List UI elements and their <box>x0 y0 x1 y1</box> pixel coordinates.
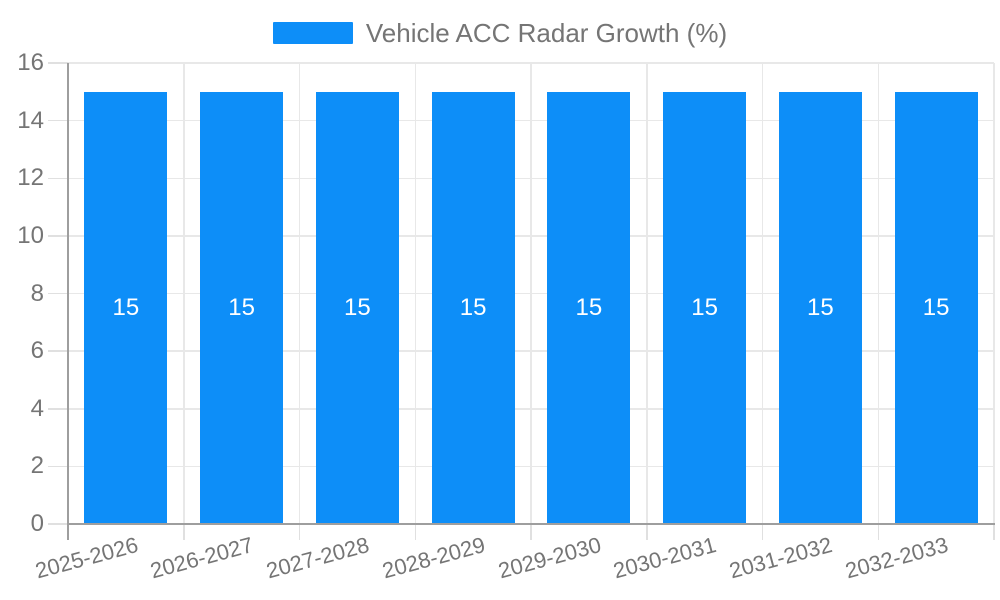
x-axis-tick <box>530 524 532 540</box>
x-axis-line <box>67 523 995 525</box>
gridline-vertical <box>530 63 532 524</box>
gridline-vertical <box>993 63 995 524</box>
y-tick-label-text: 10 <box>17 221 44 249</box>
y-tick-label-text: 14 <box>17 106 44 134</box>
x-axis-tick <box>877 524 879 540</box>
x-tick-label: 2026-2027 <box>148 532 256 584</box>
y-tick-label-text: 6 <box>30 337 44 365</box>
bar[interactable]: 15 <box>84 91 168 524</box>
y-tick-label-text: 16 <box>17 49 44 76</box>
y-tick-label: 10 <box>0 221 44 251</box>
y-tick-label: 2 <box>0 451 44 481</box>
x-tick-label-text: 2030-2031 <box>610 532 720 584</box>
bar-value-label: 15 <box>228 293 255 321</box>
y-tick-label: 16 <box>0 48 44 78</box>
y-tick-label: 12 <box>0 163 44 193</box>
x-tick-label-text: 2025-2026 <box>32 532 141 584</box>
x-tick-label: 2032-2033 <box>842 532 950 584</box>
x-tick-label-text: 2032-2033 <box>842 532 951 584</box>
bar-value-label: 15 <box>575 293 603 321</box>
y-axis-tick <box>48 408 68 410</box>
x-axis-tick <box>414 524 416 540</box>
x-tick-label: 2028-2029 <box>379 532 487 584</box>
x-axis-tick <box>646 524 648 540</box>
gridline-vertical <box>646 63 648 524</box>
bar[interactable]: 15 <box>547 91 631 524</box>
y-axis-tick <box>48 119 68 122</box>
y-axis-tick <box>48 350 68 352</box>
x-tick-label-text: 2027-2028 <box>263 532 372 584</box>
y-axis-tick <box>48 292 68 295</box>
x-tick-label-text: 2026-2027 <box>147 532 257 584</box>
y-tick-label-text: 2 <box>30 452 44 480</box>
x-tick-label-text: 2031-2032 <box>726 532 835 584</box>
y-tick-label: 8 <box>0 279 44 309</box>
y-axis-tick <box>48 177 68 179</box>
y-tick-label: 6 <box>0 336 44 366</box>
y-tick-label: 0 <box>0 509 44 539</box>
y-tick-label-text: 0 <box>30 510 44 537</box>
y-axis-tick <box>48 62 68 64</box>
gridline-vertical <box>414 63 416 524</box>
x-tick-label: 2031-2032 <box>727 532 835 584</box>
bar-value-label: 15 <box>807 293 834 321</box>
bar-value-label: 15 <box>344 293 371 321</box>
x-axis-tick <box>183 524 185 540</box>
x-tick-label: 2025-2026 <box>32 532 140 584</box>
bar[interactable]: 15 <box>431 91 515 524</box>
gridline-vertical <box>877 63 879 524</box>
y-tick-label-text: 8 <box>30 279 44 307</box>
y-tick-label-text: 4 <box>30 394 44 422</box>
bar-value-label: 15 <box>112 293 140 321</box>
y-axis-tick <box>48 235 68 237</box>
bar[interactable]: 15 <box>894 91 978 524</box>
y-tick-label-text: 12 <box>17 164 44 192</box>
y-axis-tick <box>48 523 68 525</box>
bar[interactable]: 15 <box>778 91 862 524</box>
legend-swatch <box>272 22 353 44</box>
chart-legend[interactable]: Vehicle ACC Radar Growth (%) <box>0 18 1000 48</box>
bar-value-label: 15 <box>459 293 487 321</box>
y-axis-line <box>67 63 69 540</box>
x-tick-label: 2030-2031 <box>611 532 719 584</box>
y-tick-label: 14 <box>0 106 44 136</box>
x-axis-tick <box>993 524 995 540</box>
gridline-vertical <box>183 63 185 524</box>
legend-label: Vehicle ACC Radar Growth (%) <box>365 17 728 48</box>
gridline-vertical <box>298 63 301 524</box>
bar[interactable]: 15 <box>200 91 284 524</box>
x-axis-tick <box>761 524 764 540</box>
x-tick-label: 2029-2030 <box>495 532 603 584</box>
bar[interactable]: 15 <box>315 91 399 524</box>
bar-value-label: 15 <box>691 293 718 321</box>
x-tick-label-text: 2028-2029 <box>379 532 488 584</box>
x-tick-label-text: 2029-2030 <box>495 532 604 584</box>
y-tick-label: 4 <box>0 394 44 424</box>
x-tick-label: 2027-2028 <box>264 532 372 584</box>
y-axis-tick <box>48 465 68 468</box>
bar-value-label: 15 <box>922 293 950 321</box>
bar[interactable]: 15 <box>663 91 747 524</box>
x-axis-tick <box>298 524 301 540</box>
gridline-vertical <box>761 63 764 524</box>
